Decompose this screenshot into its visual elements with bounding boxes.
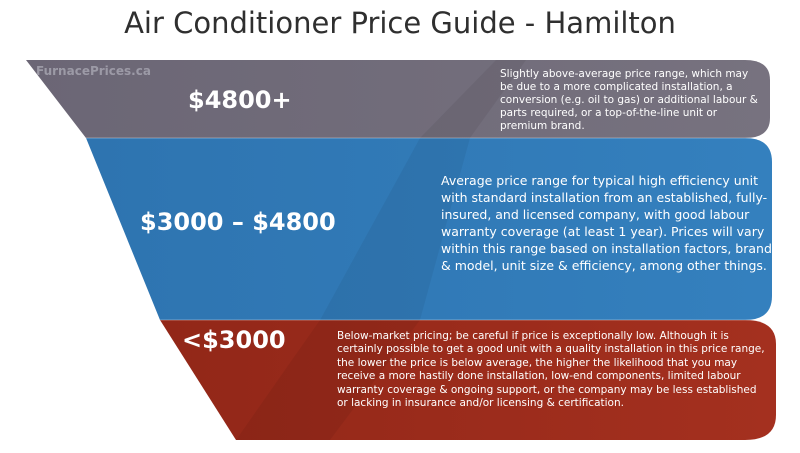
price-label-average: $3000 – $4800 — [140, 208, 336, 236]
price-label-high: $4800+ — [188, 86, 292, 114]
funnel-tier-bottom — [160, 320, 776, 440]
funnel-shade-top — [420, 60, 526, 138]
description-high: Slightly above-average price range, whic… — [500, 68, 758, 132]
funnel-tier-middle — [86, 138, 772, 320]
page-title: Air Conditioner Price Guide - Hamilton — [124, 6, 676, 40]
funnel-shade-bottom — [236, 320, 420, 440]
watermark-logo: FurnacePrices.ca — [36, 64, 151, 78]
price-label-low: <$3000 — [182, 326, 286, 354]
funnel-shade-middle — [320, 138, 470, 320]
funnel-tier-top — [26, 60, 770, 138]
description-average: Average price range for typical high eff… — [441, 173, 772, 273]
description-low: Below-market pricing; be careful if pric… — [337, 330, 765, 410]
